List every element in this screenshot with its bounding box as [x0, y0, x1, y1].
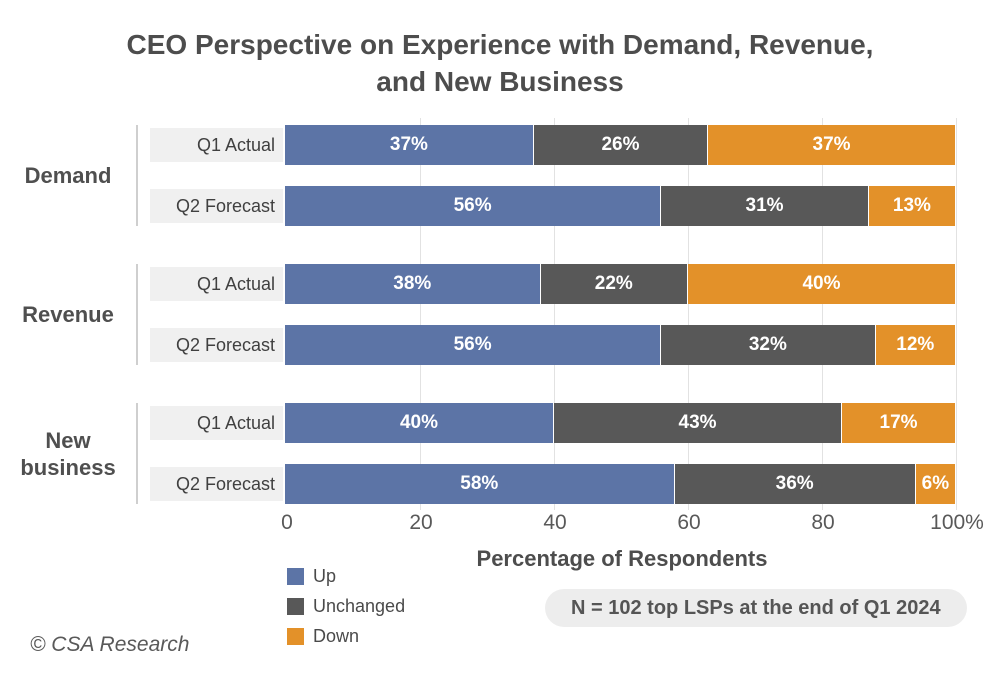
bar-group: Revenue Q1 Actual 38% 22% 40% Q2 Forecast 56% 3…: [0, 264, 957, 365]
legend-swatch-down: [287, 628, 304, 645]
bar-group-rows: Q1 Actual 38% 22% 40% Q2 Forecast 56% 32% 12%: [138, 264, 955, 365]
category-label: New business: [0, 403, 138, 504]
bar-groups: Demand Q1 Actual 37% 26% 37% Q2 Forecast 56% 31…: [0, 125, 957, 504]
bar-segment-unchanged: 31%: [660, 186, 868, 226]
bar-row-label: Q1 Actual: [150, 267, 283, 301]
copyright-footer: © CSA Research: [30, 633, 190, 656]
x-tick-label: 80: [811, 511, 835, 534]
stacked-bar: 56% 31% 13%: [285, 186, 955, 226]
sample-size-note-badge: N = 102 top LSPs at the end of Q1 2024: [545, 589, 967, 627]
bar-row-label: Q2 Forecast: [150, 328, 283, 362]
bar-row: Q1 Actual 37% 26% 37%: [138, 125, 955, 165]
bar-segment-up: 56%: [285, 325, 661, 365]
legend-label: Up: [313, 566, 337, 586]
x-tick-label: 40: [543, 511, 567, 534]
bar-segment-unchanged: 22%: [539, 264, 687, 304]
x-axis-label: Percentage of Respondents: [476, 546, 768, 571]
bar-segment-unchanged: 36%: [673, 464, 915, 504]
stacked-bar: 58% 36% 6%: [285, 464, 955, 504]
legend-item: Unchanged: [287, 596, 405, 617]
bar-segment-up: 37%: [285, 125, 533, 165]
bar-group-rows: Q1 Actual 40% 43% 17% Q2 Forecast 58% 36% 6%: [138, 403, 955, 504]
bar-segment-unchanged: 32%: [660, 325, 875, 365]
bar-segment-down: 13%: [867, 186, 955, 226]
bar-segment-up: 40%: [285, 403, 553, 443]
bar-group: New business Q1 Actual 40% 43% 17% Q2 Forecas…: [0, 403, 957, 504]
grid-line: [956, 118, 957, 510]
bar-row-label: Q2 Forecast: [150, 467, 283, 501]
legend-swatch-unchanged: [287, 598, 304, 615]
x-tick-label: 0: [281, 511, 293, 534]
stacked-bar: 37% 26% 37%: [285, 125, 955, 165]
gridlines: [287, 118, 957, 510]
bar-group-rows: Q1 Actual 37% 26% 37% Q2 Forecast 56% 31% 13%: [138, 125, 955, 226]
bar-segment-up: 38%: [285, 264, 540, 304]
grid-line: [822, 118, 823, 510]
bar-row: Q1 Actual 40% 43% 17%: [138, 403, 955, 443]
bar-segment-down: 6%: [914, 464, 955, 504]
category-label: Revenue: [0, 264, 138, 365]
bar-segment-up: 58%: [285, 464, 674, 504]
x-tick-label: 60: [677, 511, 701, 534]
chart-title: CEO Perspective on Experience with Deman…: [0, 26, 1000, 100]
bar-row: Q2 Forecast 58% 36% 6%: [138, 464, 955, 504]
x-axis-ticks: 0 20 40 60 80 100%: [281, 511, 984, 537]
chart-title-line2: and New Business: [376, 66, 624, 97]
bar-segment-down: 37%: [707, 125, 955, 165]
legend-swatch-up: [287, 568, 304, 585]
bar-segment-down: 17%: [841, 403, 955, 443]
bar-row-label: Q1 Actual: [150, 128, 283, 162]
category-label: Demand: [0, 125, 138, 226]
legend-label: Down: [313, 626, 360, 646]
bar-row: Q1 Actual 38% 22% 40%: [138, 264, 955, 304]
bar-segment-unchanged: 43%: [553, 403, 842, 443]
grid-line: [420, 118, 421, 510]
bar-group: Demand Q1 Actual 37% 26% 37% Q2 Forecast 56% 31…: [0, 125, 957, 226]
bar-segment-up: 56%: [285, 186, 661, 226]
bar-segment-down: 12%: [874, 325, 955, 365]
stacked-bar: 56% 32% 12%: [285, 325, 955, 365]
legend-item: Up: [287, 566, 405, 587]
bar-row: Q2 Forecast 56% 32% 12%: [138, 325, 955, 365]
legend-label: Unchanged: [313, 596, 406, 616]
grid-line: [554, 118, 555, 510]
legend-item: Down: [287, 626, 405, 647]
bar-row-label: Q1 Actual: [150, 406, 283, 440]
bar-segment-down: 40%: [686, 264, 955, 304]
bar-row: Q2 Forecast 56% 31% 13%: [138, 186, 955, 226]
x-tick-label: 20: [409, 511, 433, 534]
chart-title-line1: CEO Perspective on Experience with Deman…: [126, 29, 874, 60]
legend: Up Unchanged Down: [287, 566, 405, 647]
bar-segment-unchanged: 26%: [532, 125, 708, 165]
bar-row-label: Q2 Forecast: [150, 189, 283, 223]
stacked-bar: 38% 22% 40%: [285, 264, 955, 304]
x-tick-label: 100%: [930, 511, 984, 534]
stacked-bar: 40% 43% 17%: [285, 403, 955, 443]
grid-line: [688, 118, 689, 510]
